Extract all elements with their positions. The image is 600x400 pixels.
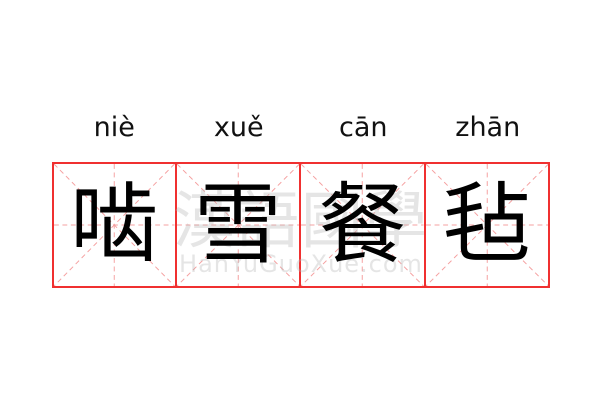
character-grid: 啮 雪 餐 毡 bbox=[52, 162, 550, 288]
grid-guides bbox=[301, 164, 424, 286]
pinyin: cān bbox=[338, 112, 388, 143]
character-cell: 啮 bbox=[52, 162, 177, 288]
grid-guides bbox=[425, 164, 548, 286]
character: 雪 bbox=[193, 173, 282, 276]
character-cell: 餐 bbox=[301, 162, 426, 288]
character-cell: 雪 bbox=[176, 162, 301, 288]
grid-guides bbox=[54, 164, 175, 286]
pinyin: xuě bbox=[213, 112, 264, 143]
character: 啮 bbox=[70, 173, 159, 276]
grid-guides bbox=[176, 164, 299, 286]
pinyin: zhān bbox=[455, 112, 521, 143]
character-cell: 毡 bbox=[425, 162, 550, 288]
pinyin-row: niè xuě cān zhān bbox=[52, 108, 550, 148]
pinyin: niè bbox=[93, 112, 135, 143]
character: 餐 bbox=[318, 173, 407, 276]
character: 毡 bbox=[442, 173, 531, 276]
